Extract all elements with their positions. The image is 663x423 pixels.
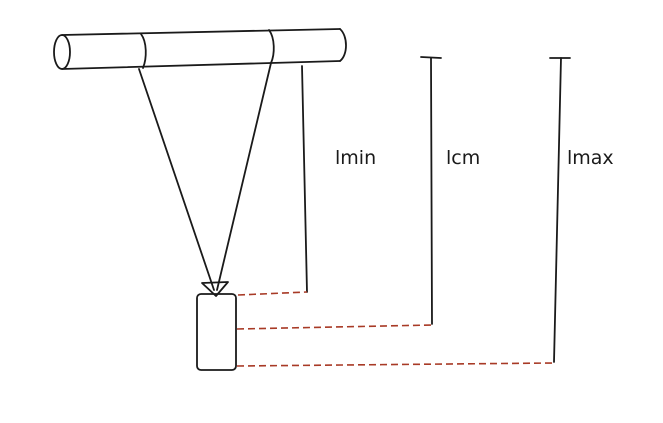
lcm-measure-line [430, 57, 433, 325]
string-right [216, 62, 272, 291]
hanging-mass [196, 293, 237, 371]
lmax-dashed-connector [236, 362, 555, 367]
cylinder-bottom-edge [61, 60, 341, 70]
cylinder-top-edge [61, 28, 341, 36]
lmin-label: lmin [335, 147, 377, 169]
support-cylinder [53, 28, 347, 70]
cylinder-ring-left [140, 33, 147, 69]
lcm-label: lcm [446, 147, 481, 169]
string-left [138, 68, 215, 291]
cylinder-ring-right [268, 29, 275, 64]
hook-connector [201, 281, 229, 297]
lcm-dashed-connector [236, 324, 433, 330]
cylinder-right-end [339, 28, 347, 62]
lmin-dashed-connector [237, 291, 308, 296]
lmin-measure-line [301, 65, 308, 293]
cylinder-left-end [53, 34, 71, 70]
lmax-label: lmax [567, 147, 614, 169]
lmax-measure-line [553, 57, 562, 363]
